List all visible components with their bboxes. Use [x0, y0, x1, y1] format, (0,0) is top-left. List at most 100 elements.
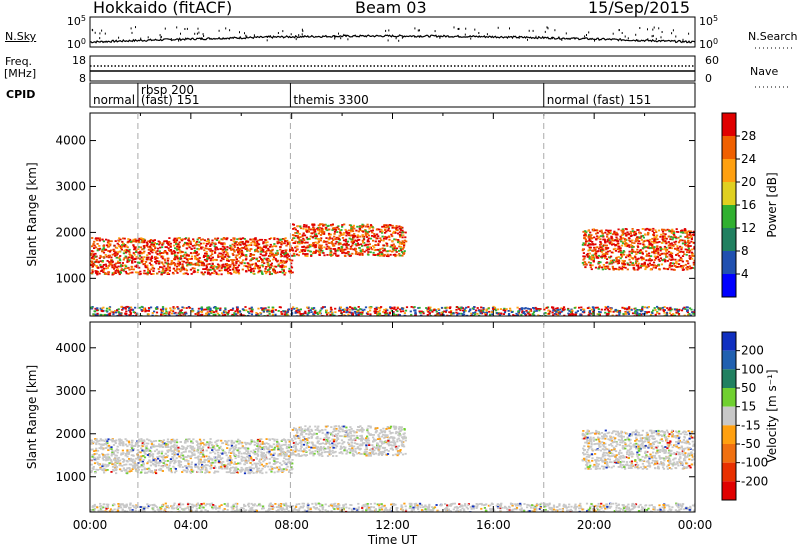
data-cell — [274, 503, 277, 505]
data-cell — [641, 307, 644, 310]
data-cell — [653, 246, 656, 248]
data-cell — [239, 243, 242, 246]
data-cell — [597, 236, 600, 239]
data-cell — [182, 272, 185, 275]
data-cell — [328, 247, 331, 250]
data-cell — [158, 262, 161, 265]
data-cell — [217, 248, 220, 251]
data-cell — [491, 313, 494, 316]
data-cell — [101, 250, 104, 253]
data-cell — [535, 508, 538, 511]
data-cell — [375, 310, 378, 313]
data-cell — [668, 230, 671, 232]
data-cell — [296, 253, 299, 256]
data-cell — [597, 308, 600, 310]
data-cell — [200, 509, 203, 512]
data-cell — [243, 264, 246, 267]
data-cell — [152, 508, 155, 511]
data-cell — [182, 503, 185, 506]
data-cell — [159, 252, 162, 255]
data-cell — [446, 504, 449, 507]
data-cell — [636, 251, 640, 254]
data-cell — [493, 306, 497, 309]
data-cell — [678, 314, 681, 316]
data-cell — [693, 510, 695, 512]
data-cell — [142, 247, 145, 250]
data-cell — [138, 262, 141, 264]
data-cell — [314, 309, 317, 312]
data-cell — [620, 240, 623, 243]
data-cell — [197, 253, 200, 256]
data-cell — [398, 252, 401, 255]
data-cell — [349, 224, 353, 227]
data-cell — [262, 310, 265, 313]
data-cell — [241, 253, 244, 256]
data-cell — [515, 312, 518, 315]
data-cell — [319, 503, 322, 505]
data-cell — [116, 314, 119, 316]
data-cell — [433, 506, 437, 509]
data-cell — [114, 255, 117, 257]
data-cell — [360, 313, 363, 315]
data-cell — [264, 241, 267, 244]
data-cell — [453, 506, 456, 509]
data-cell — [588, 249, 591, 251]
data-cell — [232, 248, 235, 251]
data-cell — [340, 247, 343, 249]
data-cell — [552, 504, 556, 507]
data-cell — [401, 254, 404, 257]
data-cell — [362, 234, 365, 237]
data-cell — [394, 503, 397, 506]
data-cell — [331, 227, 335, 230]
data-cell — [328, 236, 332, 239]
data-cell — [374, 312, 377, 314]
data-cell — [328, 246, 331, 249]
data-cell — [249, 253, 252, 255]
data-cell — [200, 308, 203, 311]
data-cell — [216, 307, 219, 310]
data-cell — [456, 314, 459, 316]
data-cell — [237, 260, 240, 262]
data-cell — [219, 307, 222, 310]
data-cell — [258, 256, 261, 259]
data-cell — [134, 261, 137, 263]
data-cell — [344, 238, 348, 241]
data-cell — [362, 230, 365, 233]
data-cell — [385, 250, 388, 253]
data-cell — [240, 262, 243, 265]
data-cell — [509, 307, 512, 310]
data-cell — [618, 310, 622, 312]
data-cell — [178, 257, 181, 259]
data-cell — [226, 237, 229, 240]
data-cell — [597, 250, 600, 252]
data-cell — [599, 246, 602, 248]
data-cell — [668, 250, 671, 253]
data-cell — [266, 314, 269, 316]
data-cell — [232, 264, 235, 267]
data-cell — [646, 266, 649, 269]
data-cell — [435, 310, 438, 313]
data-cell — [190, 262, 193, 264]
data-cell — [159, 308, 163, 311]
data-cell — [269, 263, 272, 266]
data-cell — [456, 312, 459, 315]
data-cell — [314, 237, 317, 240]
data-cell — [205, 243, 208, 245]
data-cell — [646, 227, 649, 230]
data-cell — [134, 265, 137, 268]
data-cell — [96, 312, 99, 315]
data-cell — [232, 266, 235, 269]
data-cell — [393, 245, 396, 248]
data-cell — [404, 508, 408, 511]
data-cell — [165, 240, 168, 242]
data-cell — [337, 247, 340, 249]
data-cell — [206, 256, 209, 259]
data-cell — [281, 264, 284, 267]
data-cell — [151, 241, 154, 244]
data-cell — [189, 252, 193, 254]
data-cell — [422, 311, 425, 313]
data-cell — [463, 309, 466, 312]
data-cell — [152, 267, 156, 270]
data-cell — [338, 239, 341, 241]
data-cell — [404, 231, 407, 234]
